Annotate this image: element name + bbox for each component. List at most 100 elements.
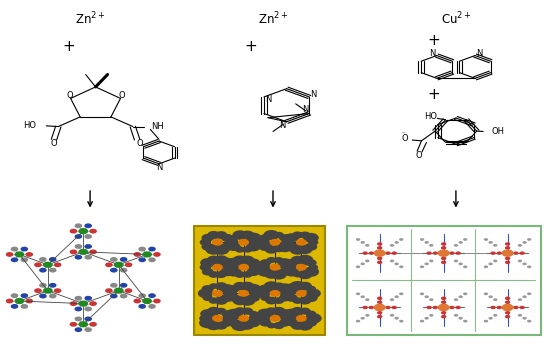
Circle shape [247,294,260,302]
Circle shape [225,309,242,319]
Circle shape [206,321,221,330]
Circle shape [21,293,28,298]
Circle shape [279,294,290,302]
Text: O: O [402,134,408,143]
Circle shape [463,265,467,268]
Circle shape [283,284,300,294]
Circle shape [363,252,368,255]
Circle shape [259,259,271,266]
Circle shape [242,246,252,253]
Circle shape [493,314,497,317]
Circle shape [43,262,53,268]
Circle shape [277,258,292,267]
Circle shape [110,294,117,298]
Circle shape [114,262,123,268]
Circle shape [265,307,277,315]
Circle shape [39,257,47,262]
Circle shape [245,284,262,294]
Circle shape [305,319,317,327]
Circle shape [377,260,382,264]
Circle shape [270,290,281,297]
Circle shape [74,327,82,332]
Circle shape [270,264,281,271]
Circle shape [299,231,311,239]
Circle shape [298,282,312,290]
Circle shape [212,315,223,322]
Circle shape [296,290,307,297]
Circle shape [489,263,493,265]
Circle shape [207,256,221,265]
Circle shape [454,244,458,247]
Circle shape [424,317,429,319]
Circle shape [490,306,496,309]
Circle shape [286,294,298,302]
Circle shape [220,267,234,276]
Circle shape [242,271,253,278]
Circle shape [377,297,382,300]
Circle shape [74,244,82,249]
Text: OH: OH [492,127,505,136]
Circle shape [360,263,365,265]
Circle shape [43,288,53,294]
Circle shape [84,244,92,249]
Circle shape [79,300,88,307]
Circle shape [226,290,238,297]
Circle shape [286,319,297,326]
Text: NH: NH [151,122,164,131]
Circle shape [284,290,294,296]
Circle shape [260,295,270,301]
Circle shape [201,234,214,242]
Text: ⁻: ⁻ [401,131,405,137]
Circle shape [394,295,399,298]
Circle shape [79,249,88,255]
Circle shape [54,262,62,267]
Circle shape [233,296,247,305]
Circle shape [199,314,212,322]
Circle shape [74,255,82,260]
Circle shape [207,231,220,239]
Circle shape [233,230,247,240]
Circle shape [292,231,303,239]
Circle shape [308,239,318,246]
Circle shape [216,271,227,278]
Circle shape [15,251,25,257]
Circle shape [255,313,271,323]
Circle shape [133,252,141,257]
Circle shape [266,257,276,263]
Circle shape [518,298,522,301]
Circle shape [377,257,382,260]
Circle shape [233,282,247,290]
Circle shape [84,327,92,332]
Circle shape [365,259,370,262]
Circle shape [257,308,274,319]
Circle shape [240,230,254,239]
Circle shape [224,238,239,247]
Circle shape [299,307,311,315]
Circle shape [390,244,394,247]
Circle shape [273,283,284,290]
Circle shape [201,285,214,293]
Circle shape [284,239,294,245]
Circle shape [306,288,321,298]
Circle shape [233,255,247,265]
Circle shape [519,306,525,309]
Circle shape [291,307,304,315]
Circle shape [256,289,270,298]
Circle shape [258,243,272,251]
Circle shape [240,256,254,265]
Circle shape [259,234,271,242]
Circle shape [200,258,215,268]
Circle shape [505,242,511,246]
Circle shape [420,293,424,295]
Circle shape [303,267,319,277]
Circle shape [274,257,283,263]
Circle shape [356,238,360,241]
Circle shape [84,255,92,260]
Circle shape [289,244,306,255]
Circle shape [303,233,319,243]
Circle shape [385,252,391,255]
Circle shape [142,251,152,257]
Circle shape [305,243,317,251]
Circle shape [251,239,260,245]
Text: O: O [136,139,143,148]
